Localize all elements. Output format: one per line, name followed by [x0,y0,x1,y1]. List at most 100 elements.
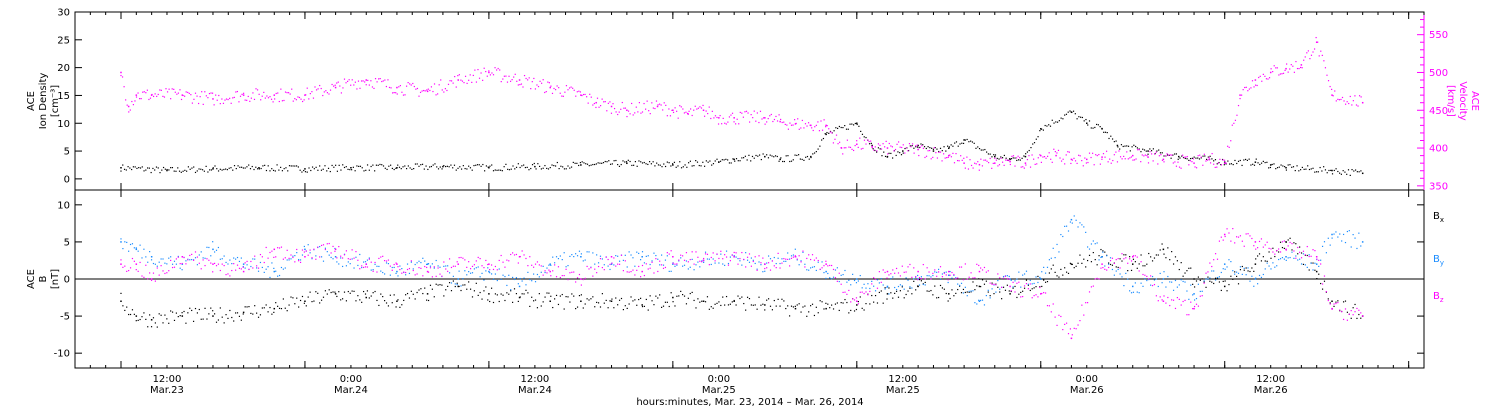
data-point-velocity [1163,161,1165,163]
data-point-velocity [1047,155,1049,157]
data-point-bx [1249,270,1251,273]
data-point-bz [844,291,846,293]
data-point-bz [1081,304,1083,306]
data-point-by [1190,284,1192,286]
data-point-by [448,272,451,274]
data-point-velocity [728,116,731,118]
data-point-ion-density [698,164,700,167]
data-point-velocity [856,140,858,142]
data-point-velocity [1168,154,1170,156]
data-point-bx [364,293,367,295]
data-point-bx [347,290,349,293]
data-point-velocity [1321,54,1323,57]
data-point-velocity [705,110,707,112]
data-point-by [338,263,340,265]
data-point-by [948,274,950,277]
data-point-bz [928,271,930,273]
data-point-bx [361,301,363,303]
data-point-ion-density [499,169,502,171]
data-point-bz [527,265,529,267]
data-point-velocity [946,157,948,159]
data-point-ion-density [1001,157,1004,159]
data-point-by [133,247,135,249]
data-point-ion-density [397,164,399,166]
data-point-velocity [559,92,561,94]
data-point-bx [704,301,707,303]
data-point-ion-density [505,163,507,165]
data-point-velocity [1206,159,1209,161]
data-point-bx [645,298,647,301]
data-point-bx [624,305,626,307]
data-point-by [832,276,835,278]
data-point-ion-density [141,166,143,168]
data-point-bx [790,305,793,307]
data-point-bx [936,297,938,299]
data-point-bz [420,267,422,269]
data-point-bz [1209,262,1211,264]
data-point-by [842,273,844,276]
data-point-velocity [1265,78,1268,80]
data-point-bz [643,274,646,277]
data-point-bz [712,252,714,254]
data-point-velocity [326,92,329,94]
data-point-velocity [150,94,153,96]
data-point-bx [485,286,487,288]
data-point-by [401,267,403,270]
data-point-velocity [612,103,614,105]
data-point-bx [752,304,754,306]
data-point-bz [1226,228,1228,230]
data-point-bz [473,264,475,266]
data-point-bx [1035,286,1037,288]
data-point-by [1098,259,1100,261]
data-point-by [435,259,437,262]
data-point-bz [202,259,204,261]
data-point-by [170,256,172,258]
data-point-by [1216,276,1219,279]
data-point-ion-density [413,168,415,170]
data-point-ion-density [606,161,608,163]
data-point-ion-density [1292,166,1295,168]
data-point-bx [639,297,642,299]
data-point-bz [282,258,284,260]
data-point-velocity [803,127,805,129]
data-point-bx [1056,275,1058,277]
data-point-bx [210,307,212,309]
data-point-ion-density [863,136,865,138]
data-point-bx [1060,268,1062,271]
data-point-by [1193,299,1196,301]
data-point-bx [620,297,623,300]
data-point-bx [309,291,311,293]
data-point-ion-density [177,167,179,169]
data-point-velocity [651,102,653,104]
data-point-velocity [1220,164,1223,166]
data-point-bz [871,283,873,285]
data-point-bx [813,314,816,317]
data-point-bz [800,261,802,263]
data-point-bz [133,260,135,262]
data-point-by [1174,279,1177,282]
data-point-velocity [1250,87,1252,89]
data-point-bz [1025,283,1028,285]
data-point-by [1333,233,1335,235]
data-point-by [1020,286,1022,288]
data-point-bz [124,265,126,267]
data-point-bz [1320,263,1322,265]
data-point-bx [764,309,766,311]
data-point-by [873,285,875,287]
data-point-bx [576,306,579,308]
data-point-bz [880,281,882,283]
data-point-bz [191,253,193,256]
data-point-bz [1308,255,1310,258]
data-point-by [909,286,911,288]
data-point-bx [171,311,174,313]
data-point-by [1302,253,1305,255]
data-point-velocity [1281,73,1283,75]
data-point-bz [150,279,153,281]
data-point-by [567,264,569,267]
data-point-ion-density [828,132,830,134]
data-point-by [332,258,334,260]
data-point-bx [1052,264,1054,266]
data-point-bx [626,307,628,310]
data-point-by [525,284,527,286]
data-point-ion-density [539,165,541,168]
